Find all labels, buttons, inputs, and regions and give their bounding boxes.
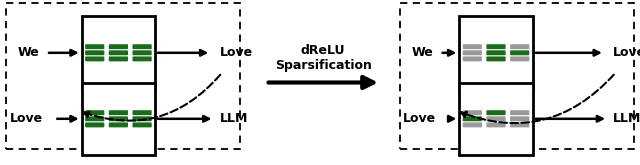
Bar xyxy=(82,82,155,155)
Text: Love: Love xyxy=(613,46,640,59)
FancyBboxPatch shape xyxy=(486,56,506,61)
FancyBboxPatch shape xyxy=(463,50,482,55)
FancyBboxPatch shape xyxy=(510,116,529,121)
FancyBboxPatch shape xyxy=(510,44,529,49)
FancyBboxPatch shape xyxy=(109,122,128,127)
Bar xyxy=(460,16,533,89)
FancyBboxPatch shape xyxy=(109,44,128,49)
FancyBboxPatch shape xyxy=(85,44,104,49)
FancyBboxPatch shape xyxy=(463,44,482,49)
FancyBboxPatch shape xyxy=(85,50,104,55)
Text: LLM: LLM xyxy=(613,112,640,125)
FancyBboxPatch shape xyxy=(486,116,506,121)
FancyBboxPatch shape xyxy=(109,50,128,55)
FancyBboxPatch shape xyxy=(510,50,529,55)
Text: Love: Love xyxy=(10,112,43,125)
FancyBboxPatch shape xyxy=(132,44,152,49)
Text: dReLU
Sparsification: dReLU Sparsification xyxy=(275,44,372,72)
FancyBboxPatch shape xyxy=(109,116,128,121)
Text: Love: Love xyxy=(220,46,253,59)
FancyBboxPatch shape xyxy=(132,116,152,121)
FancyBboxPatch shape xyxy=(486,44,506,49)
FancyBboxPatch shape xyxy=(510,122,529,127)
FancyBboxPatch shape xyxy=(463,116,482,121)
Text: LLM: LLM xyxy=(220,112,248,125)
FancyBboxPatch shape xyxy=(85,56,104,61)
FancyBboxPatch shape xyxy=(463,56,482,61)
FancyBboxPatch shape xyxy=(109,110,128,115)
Bar xyxy=(82,16,155,89)
FancyBboxPatch shape xyxy=(132,50,152,55)
Bar xyxy=(460,82,533,155)
FancyBboxPatch shape xyxy=(109,56,128,61)
FancyBboxPatch shape xyxy=(463,122,482,127)
FancyBboxPatch shape xyxy=(486,122,506,127)
FancyBboxPatch shape xyxy=(85,122,104,127)
FancyBboxPatch shape xyxy=(132,122,152,127)
Text: Love: Love xyxy=(403,112,436,125)
Text: We: We xyxy=(412,46,433,59)
FancyBboxPatch shape xyxy=(486,50,506,55)
FancyBboxPatch shape xyxy=(463,110,482,115)
FancyBboxPatch shape xyxy=(132,110,152,115)
FancyBboxPatch shape xyxy=(85,110,104,115)
FancyBboxPatch shape xyxy=(132,56,152,61)
Text: We: We xyxy=(18,46,40,59)
FancyBboxPatch shape xyxy=(85,116,104,121)
FancyBboxPatch shape xyxy=(510,110,529,115)
FancyBboxPatch shape xyxy=(486,110,506,115)
FancyBboxPatch shape xyxy=(510,56,529,61)
